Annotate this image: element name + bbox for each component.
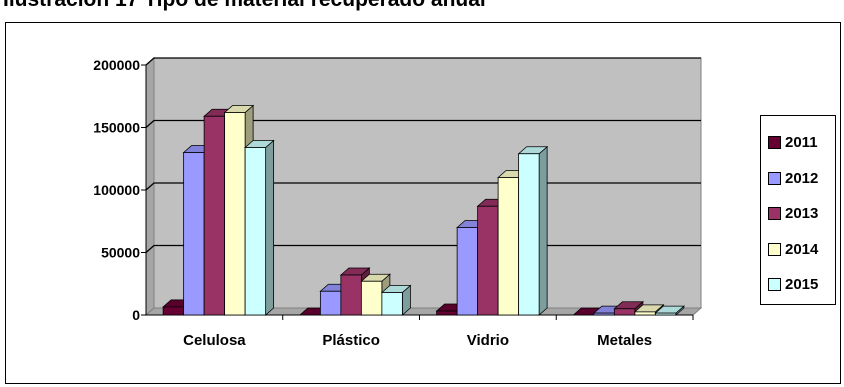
x-tick-label: Plástico [322, 332, 380, 349]
bar-metales-2015 [654, 305, 685, 316]
bar-front [654, 312, 677, 316]
legend-item-2015: 2015 [768, 267, 835, 303]
bars [162, 104, 685, 316]
legend-swatch [768, 242, 781, 256]
x-tick-labels: Celulosa Plástico Vidrio Metales [183, 332, 652, 349]
legend-swatch [768, 278, 781, 292]
gridline [145, 57, 701, 66]
x-tick-label: Metales [597, 332, 652, 349]
bar-plastico-2015 [380, 284, 412, 316]
bar-front [340, 274, 362, 316]
chart-frame: 0 50000 100000 150000 200000 Celulosa Plástic… [5, 22, 841, 384]
bar-front [634, 311, 656, 316]
legend-item-2012: 2012 [768, 161, 835, 197]
figure-caption: Ilustración 17 Tipo de material recupera… [3, 0, 486, 12]
y-tick-label: 0 [132, 307, 140, 323]
x-tick-label: Vidrio [467, 332, 509, 349]
x-tick-label: Celulosa [183, 332, 246, 349]
legend-item-2014: 2014 [768, 232, 835, 268]
bar-celulosa-2015 [244, 139, 275, 316]
legend-item-2011: 2011 [768, 125, 835, 161]
bar-front [518, 153, 540, 316]
bar-front [436, 310, 458, 316]
bar-front [162, 306, 185, 316]
bar-front [224, 112, 246, 316]
y-tick-label: 100000 [93, 182, 140, 198]
legend-label: 2011 [785, 134, 818, 152]
gridline [145, 119, 701, 128]
bar-front [203, 115, 226, 316]
bar-side [538, 145, 548, 316]
bar-front [497, 177, 520, 316]
y-tick-labels: 0 50000 100000 150000 200000 [93, 57, 140, 323]
legend-swatch [768, 171, 781, 185]
legend-swatch [768, 207, 781, 221]
legend-swatch [768, 136, 781, 150]
y-tick-label: 50000 [101, 245, 140, 261]
bar-side [265, 139, 275, 316]
y-tick-label: 150000 [93, 120, 140, 136]
bar-front [183, 152, 205, 316]
legend-label: 2014 [785, 240, 819, 258]
bar-front [360, 280, 383, 316]
y-tick-label: 200000 [93, 57, 140, 73]
legend: 2011 2012 2013 2014 2015 [760, 115, 836, 305]
legend-item-2013: 2013 [768, 196, 835, 232]
bar-front [381, 292, 403, 316]
legend-label: 2012 [785, 169, 819, 187]
bar-front [244, 147, 267, 316]
bar-chart: 0 50000 100000 150000 200000 Celulosa Plástic… [93, 56, 703, 349]
bar-front [319, 290, 342, 316]
bar-front [477, 205, 499, 316]
bar-front [593, 312, 615, 316]
bar-front [613, 308, 636, 316]
bar-vidrio-2015 [517, 145, 549, 316]
bar-front [456, 227, 479, 316]
legend-label: 2015 [785, 276, 819, 294]
legend-label: 2013 [785, 205, 819, 223]
